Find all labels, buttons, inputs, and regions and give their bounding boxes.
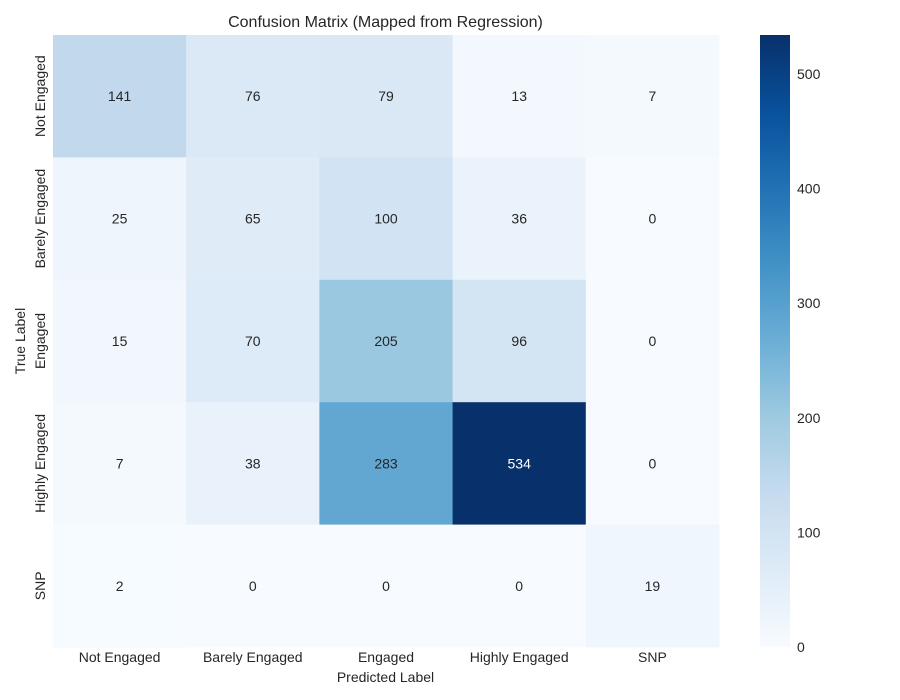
heatmap-grid: 141 76 79 13 7 25 65 100 36 0 15 70 205 96 0 7 38 283 534 0…: [53, 35, 720, 648]
heatmap-cell: [585, 279, 720, 403]
cell-value-label: 65: [245, 211, 261, 227]
heatmap-cell: [53, 35, 187, 158]
cell-value-label: 36: [511, 211, 527, 227]
colorbar-tick-label: 200: [797, 410, 821, 426]
cell-value-label: 0: [649, 455, 657, 471]
cell-value-label: 0: [249, 578, 257, 594]
cell-value-label: 70: [245, 333, 261, 349]
x-tick-labels: Not Engaged Barely Engaged Engaged Highly E…: [79, 649, 667, 665]
y-tick-label: Engaged: [32, 313, 48, 369]
y-tick-labels: Not Engaged Barely Engaged Engaged Highly E…: [32, 55, 48, 600]
heatmap-cell: [319, 279, 454, 403]
heatmap-cell: [585, 402, 720, 526]
x-tick-label: Engaged: [358, 649, 414, 665]
heatmap-cell: [319, 35, 454, 158]
cell-value-label: 25: [112, 211, 128, 227]
cell-value-label: 13: [511, 88, 527, 104]
cell-value-label: 2: [116, 578, 124, 594]
cell-value-label: 0: [649, 333, 657, 349]
colorbar-tick-label: 0: [797, 639, 805, 655]
heatmap-cell: [585, 524, 720, 648]
x-tick-label: Not Engaged: [79, 649, 161, 665]
heatmap-cell: [319, 402, 454, 526]
x-axis-label: Predicted Label: [337, 669, 434, 685]
x-tick-label: Highly Engaged: [470, 649, 569, 665]
cell-value-label: 0: [382, 578, 390, 594]
chart-title: Confusion Matrix (Mapped from Regression…: [228, 14, 543, 31]
colorbar-tick-label: 500: [797, 66, 821, 82]
cell-value-label: 0: [515, 578, 523, 594]
heatmap-cell: [319, 157, 454, 281]
heatmap-cell: [319, 524, 454, 648]
y-tick-label: Highly Engaged: [32, 414, 48, 513]
x-tick-label: Barely Engaged: [203, 649, 303, 665]
cell-value-label: 38: [245, 455, 261, 471]
heatmap-cell: [53, 402, 187, 526]
heatmap-cell: [186, 402, 320, 526]
heatmap-cell: [53, 524, 187, 648]
heatmap-cell: [585, 157, 720, 281]
cell-value-label: 283: [374, 455, 398, 471]
heatmap-cell: [53, 279, 187, 403]
cell-value-label: 534: [508, 455, 532, 471]
heatmap-cell: [186, 35, 320, 158]
heatmap-cell: [186, 279, 320, 403]
cell-value-label: 79: [378, 88, 394, 104]
heatmap-cell: [186, 524, 320, 648]
cell-value-label: 7: [116, 455, 124, 471]
heatmap-cell: [452, 35, 587, 158]
cell-value-label: 100: [374, 211, 398, 227]
heatmap-cell: [585, 35, 720, 158]
cell-value-label: 141: [108, 88, 132, 104]
cell-value-label: 76: [245, 88, 261, 104]
colorbar-tick-label: 300: [797, 295, 821, 311]
cell-value-label: 7: [649, 88, 657, 104]
cell-value-label: 0: [649, 211, 657, 227]
heatmap-cell: [186, 157, 320, 281]
cell-value-label: 205: [374, 333, 398, 349]
colorbar-tick-labels: 0 100 200 300 400 500: [797, 66, 821, 655]
colorbar: [760, 35, 790, 647]
cell-value-label: 96: [511, 333, 527, 349]
colorbar-tick-label: 400: [797, 181, 821, 197]
y-axis-label: True Label: [12, 308, 28, 374]
cell-value-label: 19: [645, 578, 661, 594]
heatmap-cell: [452, 524, 587, 648]
y-tick-label: Barely Engaged: [32, 169, 48, 269]
heatmap-cell: [53, 157, 187, 281]
y-tick-label: Not Engaged: [32, 55, 48, 137]
heatmap-cell: [452, 402, 587, 526]
x-tick-label: SNP: [638, 649, 667, 665]
colorbar-tick-label: 100: [797, 524, 821, 540]
heatmap-cell: [452, 157, 587, 281]
y-tick-label: SNP: [32, 571, 48, 600]
heatmap-cell: [452, 279, 587, 403]
cell-value-label: 15: [112, 333, 128, 349]
